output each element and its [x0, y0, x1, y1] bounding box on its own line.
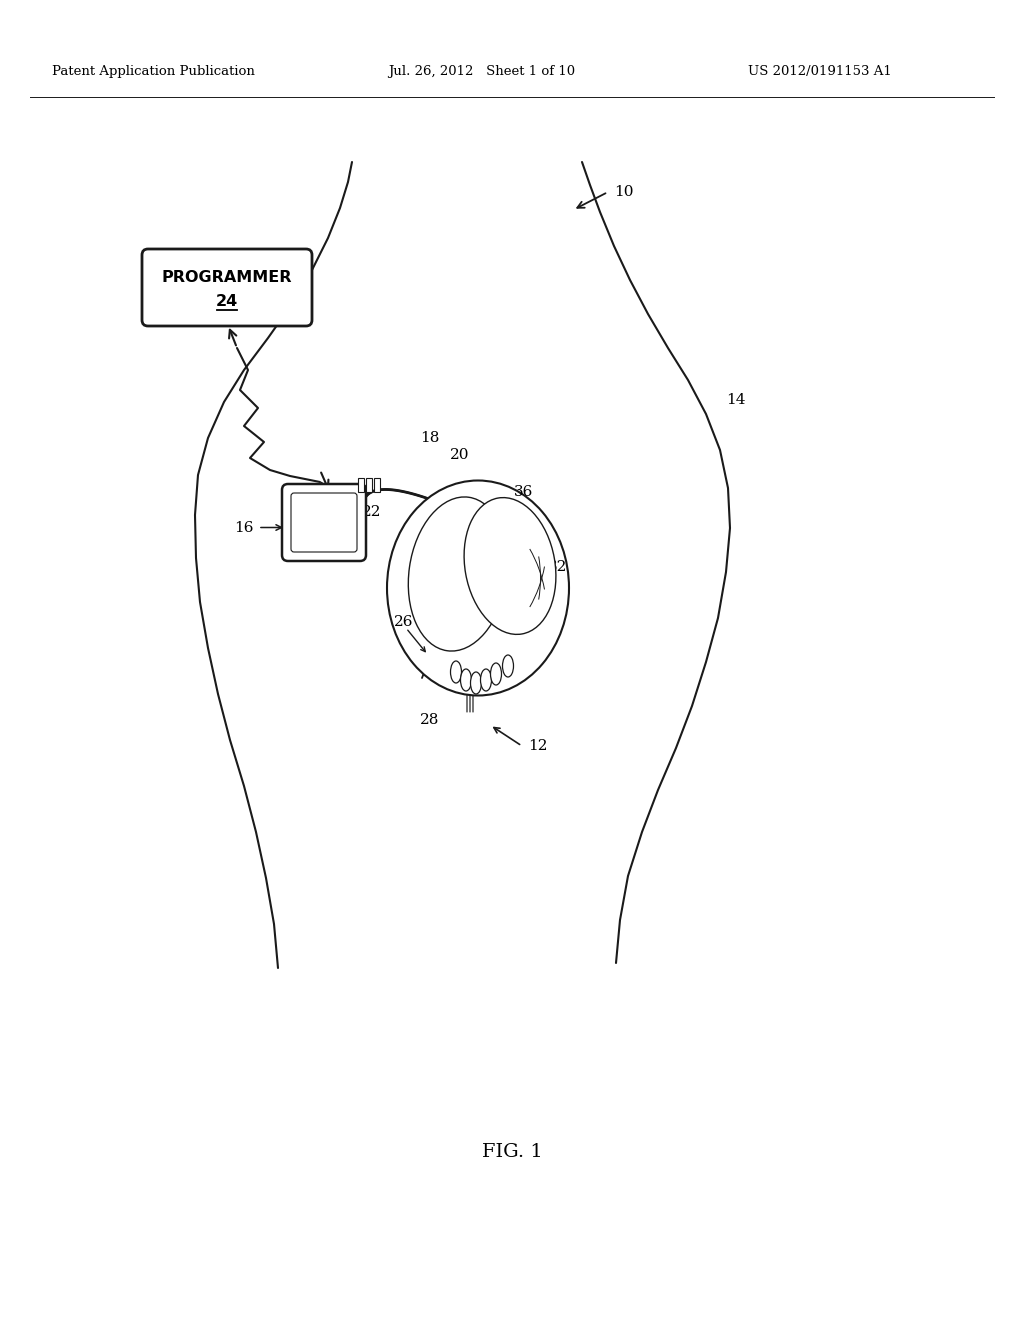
Ellipse shape [490, 663, 502, 685]
FancyBboxPatch shape [282, 484, 366, 561]
Text: 30: 30 [463, 531, 482, 544]
Ellipse shape [464, 498, 556, 635]
Bar [374, 478, 380, 492]
Text: Patent Application Publication: Patent Application Publication [52, 66, 255, 78]
Text: 16: 16 [234, 520, 254, 535]
Ellipse shape [503, 655, 513, 677]
Text: 14: 14 [726, 393, 745, 407]
Ellipse shape [470, 672, 481, 694]
Text: Jul. 26, 2012   Sheet 1 of 10: Jul. 26, 2012 Sheet 1 of 10 [388, 66, 575, 78]
Ellipse shape [461, 669, 471, 690]
Ellipse shape [409, 496, 508, 651]
Text: 12: 12 [528, 739, 548, 752]
Text: 36: 36 [514, 484, 534, 499]
Ellipse shape [387, 480, 569, 696]
Text: 22: 22 [362, 506, 382, 519]
Text: 24: 24 [216, 294, 239, 309]
Text: 18: 18 [420, 432, 439, 445]
FancyBboxPatch shape [142, 249, 312, 326]
Bar [366, 478, 372, 492]
Ellipse shape [451, 661, 462, 682]
FancyBboxPatch shape [291, 492, 357, 552]
Text: FIG. 1: FIG. 1 [481, 1143, 543, 1162]
Text: 28: 28 [420, 713, 439, 727]
Text: 26: 26 [394, 615, 414, 630]
Text: PROGRAMMER: PROGRAMMER [162, 271, 292, 285]
Text: 10: 10 [614, 185, 634, 199]
Ellipse shape [480, 669, 492, 690]
Text: 32: 32 [548, 560, 567, 574]
Bar [358, 478, 364, 492]
Text: 20: 20 [450, 447, 469, 462]
Text: US 2012/0191153 A1: US 2012/0191153 A1 [748, 66, 892, 78]
